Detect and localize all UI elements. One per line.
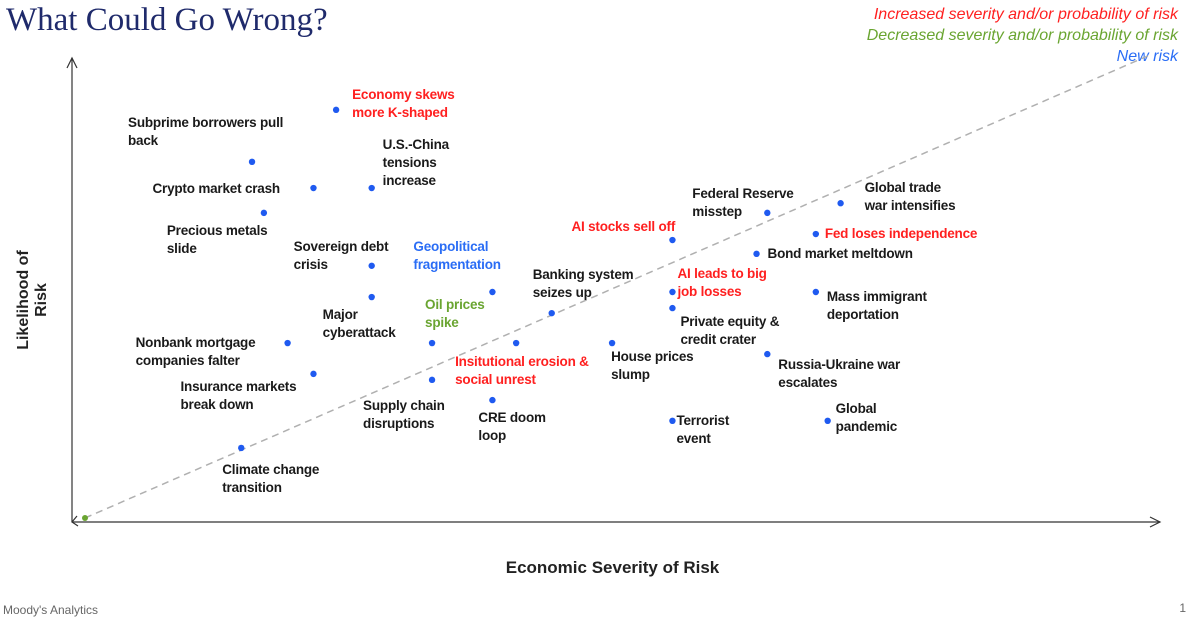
data-point <box>764 350 771 358</box>
data-point <box>812 230 820 238</box>
source-footer: Moody's Analytics <box>3 603 98 617</box>
point-label: U.S.-China tensions increase <box>382 137 449 189</box>
point-label: Climate change transition <box>222 461 320 495</box>
point-label: AI leads to big job losses <box>677 266 767 299</box>
data-point <box>310 370 317 378</box>
point-label: Crypto market crash <box>152 181 280 197</box>
point-label: Bond market meltdown <box>767 245 913 261</box>
point-label: Global trade war intensifies <box>864 180 956 214</box>
x-axis-label: Economic Severity of Risk <box>505 558 720 577</box>
data-point <box>512 339 520 347</box>
point-label: House prices slump <box>611 349 694 383</box>
points <box>238 106 844 452</box>
point-label: Supply chain disruptions <box>363 397 445 431</box>
reference-diagonal <box>84 54 1151 519</box>
data-point <box>753 250 760 258</box>
data-point <box>238 444 245 452</box>
y-axis-label: Likelihood of Risk <box>15 250 50 350</box>
data-point <box>310 184 317 192</box>
point-label: Private equity & credit crater <box>680 314 780 348</box>
page-number: 1 <box>1179 601 1186 615</box>
point-label: Russia-Ukraine war escalates <box>778 357 901 391</box>
point-label: Subprime borrowers pull back <box>128 114 284 148</box>
point-label: Precious metals slide <box>166 222 268 256</box>
point-label: Federal Reserve misstep <box>692 185 794 219</box>
point-label: Terrorist event <box>676 412 730 446</box>
point-label: Mass immigrant deportation <box>826 289 927 322</box>
data-point <box>669 417 676 424</box>
x-axis-arrow-icon <box>1149 516 1162 528</box>
point-label: Banking system seizes up <box>532 267 634 301</box>
point-label: Global pandemic <box>835 400 898 434</box>
data-point <box>489 396 496 404</box>
y-axis-arrow-icon <box>66 56 78 69</box>
data-point <box>428 376 436 384</box>
data-point <box>368 293 375 301</box>
point-label: Sovereign debt crisis <box>293 238 389 272</box>
data-point <box>260 209 268 217</box>
data-point <box>837 200 844 207</box>
data-point <box>428 339 436 347</box>
data-point <box>548 309 555 317</box>
data-point <box>764 209 771 217</box>
point-label: Oil prices spike <box>425 297 485 331</box>
data-point <box>332 106 340 114</box>
data-point <box>824 417 831 424</box>
data-point <box>608 339 616 347</box>
point-label: AI stocks sell off <box>571 219 676 235</box>
point-label: Nonbank mortgage companies falter <box>135 335 256 369</box>
axes <box>66 54 1162 528</box>
data-point <box>669 236 676 244</box>
point-label: CRE doom loop <box>478 410 546 444</box>
data-point <box>812 288 820 296</box>
data-point <box>284 339 291 347</box>
point-label: Geopolitical fragmentation <box>413 239 501 272</box>
point-label: Major cyberattack <box>322 307 396 341</box>
point-label: Fed loses independence <box>824 226 978 242</box>
legend-increased: Increased severity and/or probability of… <box>873 6 1178 23</box>
origin-marker <box>82 515 88 521</box>
point-label: Economy skews more K-shaped <box>352 86 455 120</box>
data-point <box>669 304 676 312</box>
data-point <box>669 288 676 296</box>
data-point <box>248 158 256 166</box>
data-point <box>489 288 496 296</box>
origin-arrow-icon <box>71 515 79 527</box>
point-label: Insurance markets break down <box>180 378 297 412</box>
page-title: What Could Go Wrong? <box>6 2 328 38</box>
legend: Increased severity and/or probability of… <box>867 4 1178 67</box>
data-point <box>368 262 375 269</box>
point-label: Insitutional erosion & social unrest <box>455 354 589 388</box>
legend-decreased: Decreased severity and/or probability of… <box>866 27 1178 44</box>
data-point <box>368 184 375 192</box>
